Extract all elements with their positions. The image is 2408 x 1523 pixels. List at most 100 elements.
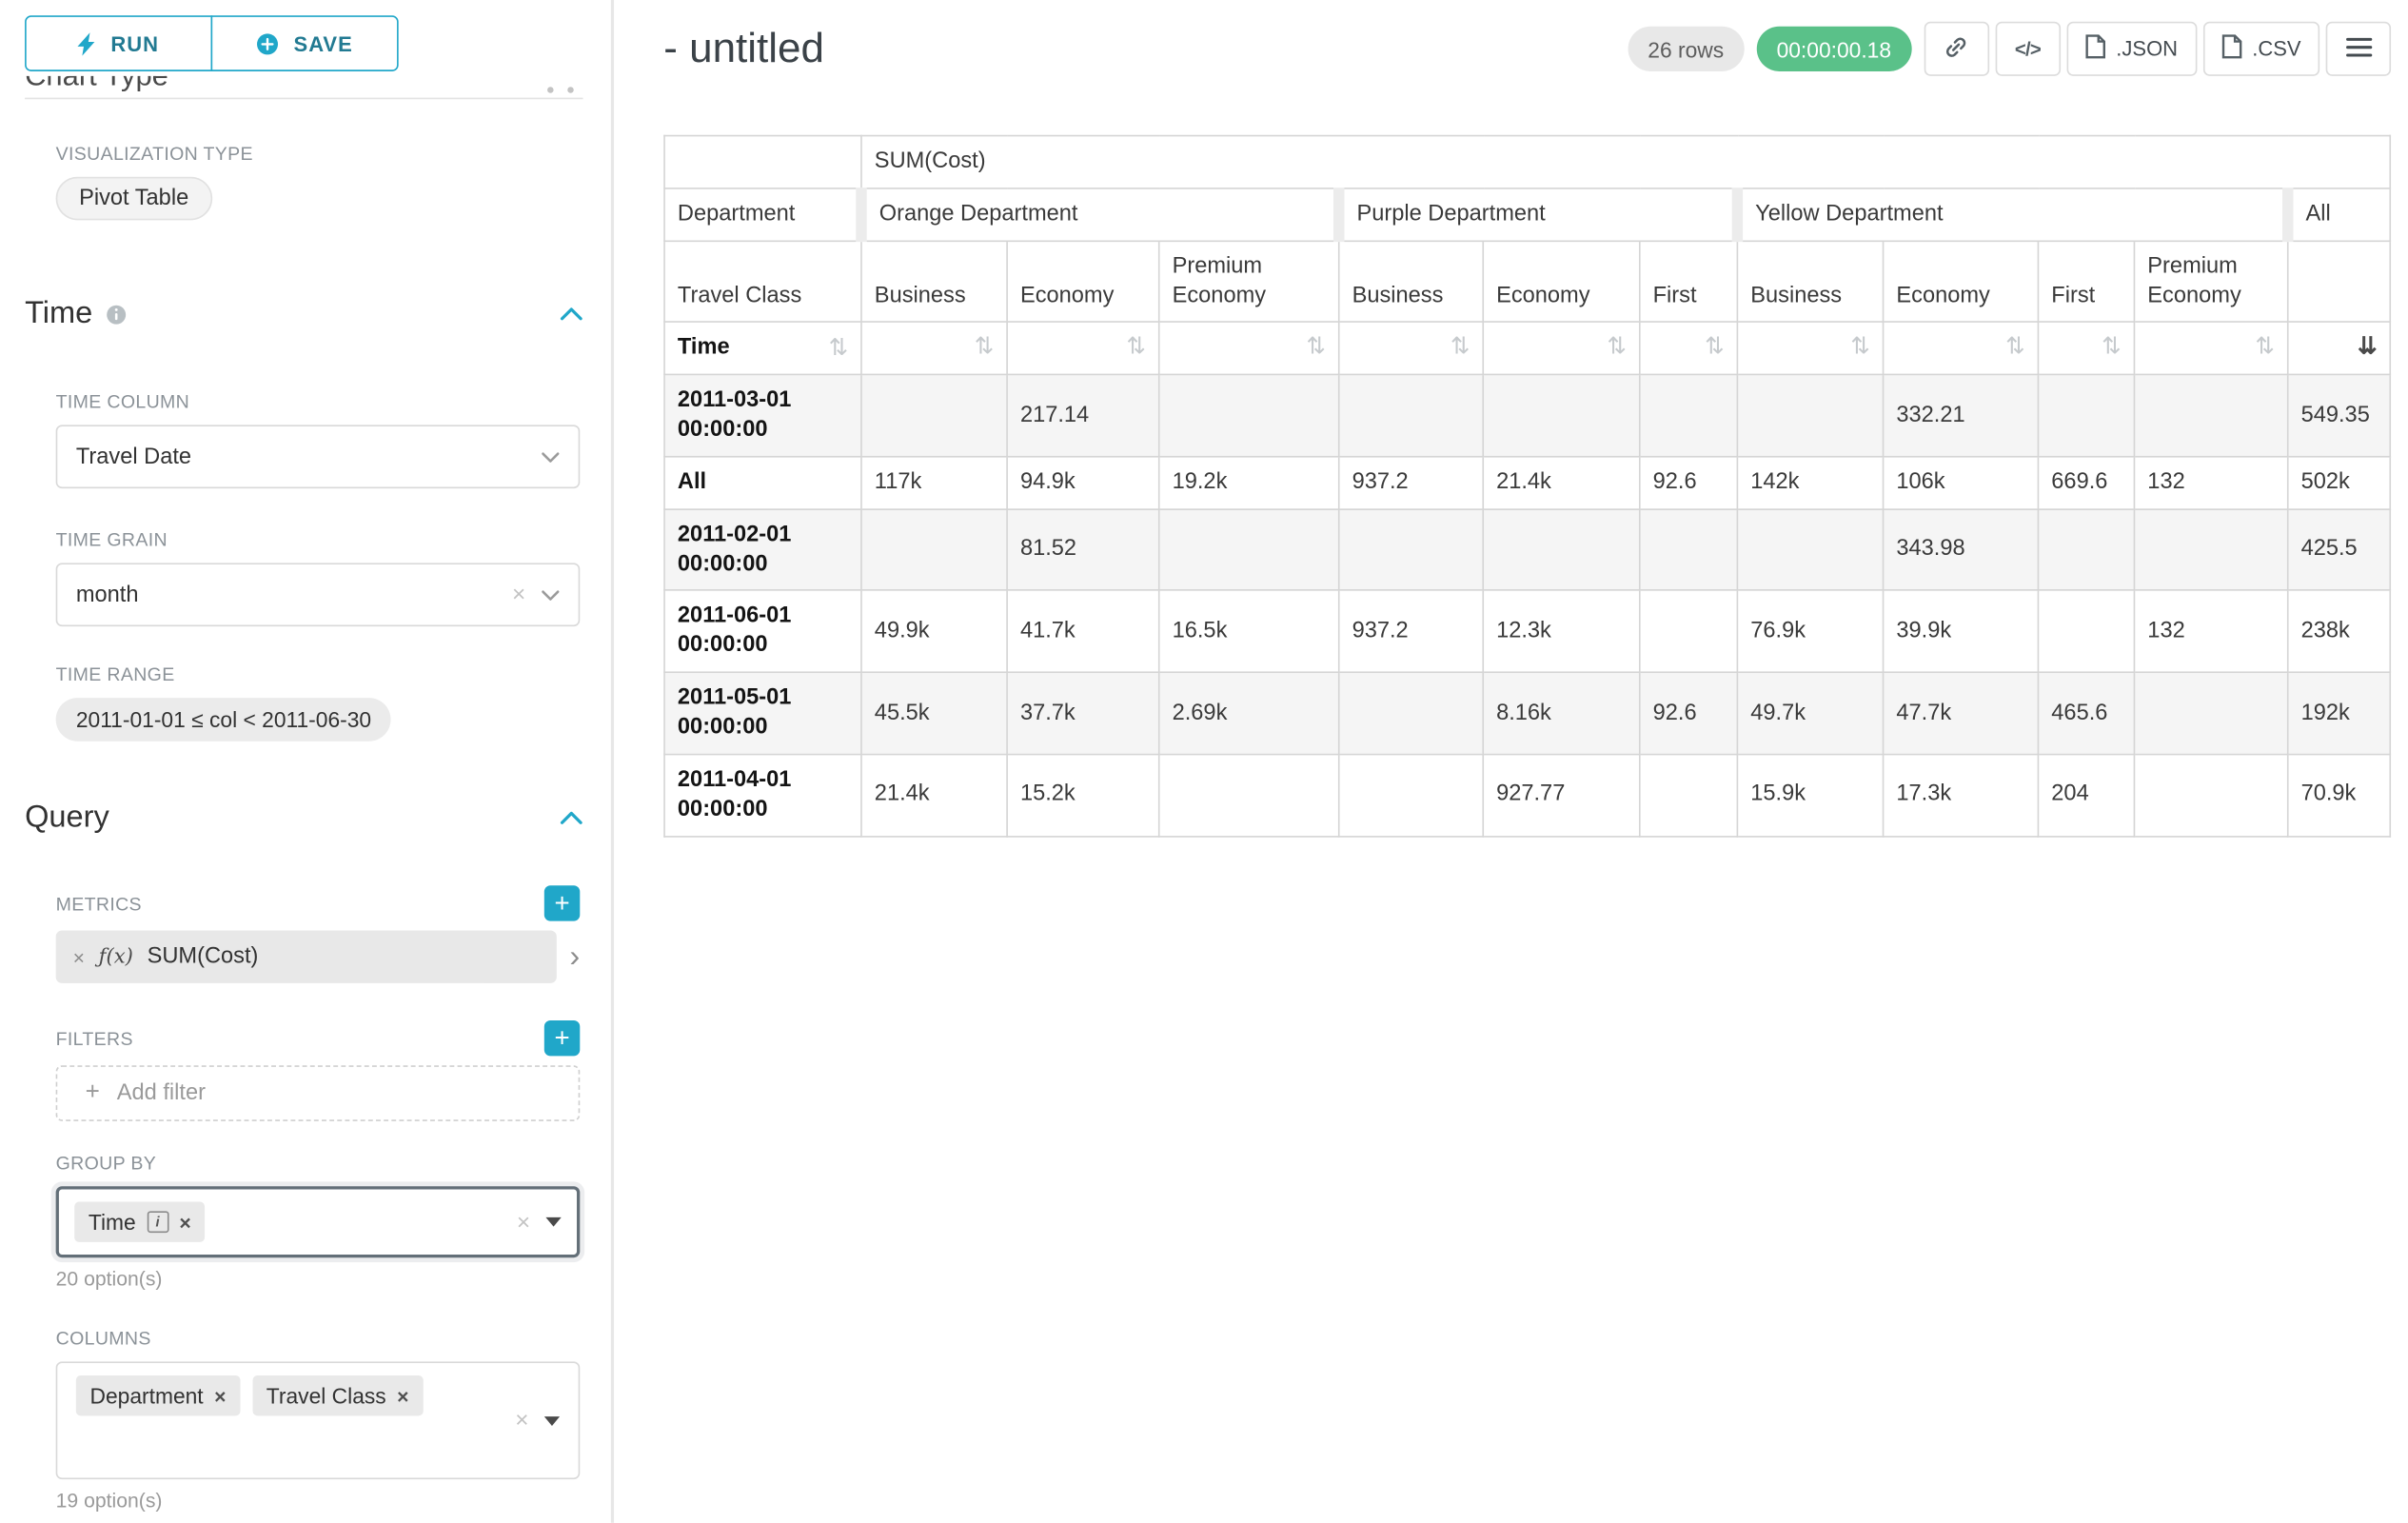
row-label: 2011-05-01 00:00:00 bbox=[663, 671, 862, 756]
pivot-value-cell: 238k bbox=[2286, 589, 2392, 674]
time-column-value: Travel Date bbox=[75, 444, 192, 469]
row-label: 2011-06-01 00:00:00 bbox=[663, 589, 862, 674]
pivot-value-cell: 332.21 bbox=[1882, 373, 2040, 458]
view-query-button[interactable]: </> bbox=[1995, 21, 2061, 76]
caret-right-icon[interactable]: › bbox=[569, 940, 581, 975]
pivot-value-cell bbox=[1482, 373, 1641, 458]
visualization-type-value[interactable]: Pivot Table bbox=[55, 176, 212, 221]
column-group-header[interactable]: All bbox=[2282, 187, 2392, 242]
pivot-value-cell: 45.5k bbox=[860, 671, 1008, 756]
time-section-title: Time bbox=[25, 296, 93, 330]
column-sort-cell: ⇅ bbox=[2037, 321, 2136, 376]
add-filter-button[interactable]: + bbox=[543, 1019, 581, 1057]
group-by-select[interactable]: Time i × × bbox=[55, 1186, 581, 1258]
link-icon bbox=[1944, 33, 1970, 65]
group-by-chip[interactable]: Time i × bbox=[74, 1201, 206, 1242]
group-by-options-hint: 20 option(s) bbox=[55, 1266, 163, 1291]
sort-icon[interactable]: ⇅ bbox=[1850, 333, 1870, 361]
pivot-value-cell: 92.6 bbox=[1638, 455, 1739, 510]
copy-link-button[interactable] bbox=[1924, 21, 1989, 76]
sort-icon[interactable]: ⇅ bbox=[1306, 333, 1326, 361]
download-json-button[interactable]: .JSON bbox=[2066, 21, 2197, 76]
chevron-up-icon[interactable] bbox=[560, 811, 582, 825]
pivot-value-cell: 8.16k bbox=[1482, 671, 1641, 756]
sort-icon[interactable]: ⇅ bbox=[1450, 333, 1470, 361]
column-sort-cell: ⇅ bbox=[1006, 321, 1160, 376]
pivot-value-cell: 142k bbox=[1736, 455, 1885, 510]
action-button-bar: RUN SAVE bbox=[25, 15, 582, 71]
pivot-value-cell bbox=[860, 507, 1008, 592]
pivot-value-cell: 937.2 bbox=[1337, 455, 1485, 510]
chart-header: - untitled 26 rows 00:00:00.18 </> bbox=[663, 21, 2392, 76]
query-section-header[interactable]: Query bbox=[25, 801, 582, 836]
travel-class-header[interactable]: First bbox=[1638, 240, 1739, 324]
travel-class-header[interactable]: Economy bbox=[1882, 240, 2040, 324]
sort-icon-active[interactable]: ⇊ bbox=[2357, 333, 2378, 361]
sort-icon[interactable]: ⇅ bbox=[2102, 333, 2122, 361]
clear-icon[interactable]: × bbox=[516, 1208, 531, 1236]
pivot-table: SUM(Cost) Department Orange Department Purp… bbox=[663, 134, 2392, 837]
remove-chip-icon[interactable]: × bbox=[214, 1383, 227, 1408]
travel-class-header[interactable]: Business bbox=[1736, 240, 1885, 324]
column-dimension-label-cell: Department bbox=[663, 187, 862, 242]
chevron-up-icon[interactable] bbox=[560, 307, 582, 322]
save-button[interactable]: SAVE bbox=[210, 15, 399, 71]
sort-icon[interactable]: ⇅ bbox=[1705, 333, 1725, 361]
columns-select[interactable]: Department × Travel Class × × bbox=[55, 1361, 581, 1480]
sort-icon[interactable]: ⇅ bbox=[1126, 333, 1146, 361]
pivot-value-cell: 192k bbox=[2286, 671, 2392, 756]
travel-class-header[interactable]: Economy bbox=[1482, 240, 1641, 324]
pivot-value-cell bbox=[2133, 753, 2289, 837]
time-column-select[interactable]: Travel Date bbox=[55, 425, 581, 489]
time-range-value[interactable]: 2011-01-01 ≤ col < 2011-06-30 bbox=[55, 698, 392, 742]
travel-class-header[interactable]: Premium Economy bbox=[1157, 240, 1340, 324]
pivot-value-cell: 19.2k bbox=[1157, 455, 1340, 510]
pivot-value-cell: 21.4k bbox=[860, 753, 1008, 837]
hamburger-icon bbox=[2345, 36, 2372, 61]
control-panel: RUN SAVE Chart Type VISUALIZATION TYPE P… bbox=[0, 0, 615, 1523]
add-metric-button[interactable]: + bbox=[543, 885, 581, 921]
travel-class-header[interactable]: Premium Economy bbox=[2133, 240, 2289, 324]
remove-chip-icon[interactable]: × bbox=[179, 1210, 191, 1234]
travel-class-header[interactable]: Business bbox=[1337, 240, 1485, 324]
clear-icon[interactable]: × bbox=[511, 581, 526, 608]
column-group-header[interactable]: Yellow Department bbox=[1731, 187, 2289, 242]
column-group-header[interactable]: Purple Department bbox=[1333, 187, 1739, 242]
metric-pill[interactable]: × ƒ(x) SUM(Cost) bbox=[55, 930, 558, 983]
download-csv-button[interactable]: .CSV bbox=[2202, 21, 2320, 76]
travel-class-header[interactable]: First bbox=[2037, 240, 2136, 324]
sort-icon[interactable]: ⇅ bbox=[828, 335, 849, 363]
chart-title[interactable]: - untitled bbox=[663, 25, 824, 71]
column-sort-cell: ⇅ bbox=[1337, 321, 1485, 376]
run-button[interactable]: RUN bbox=[25, 15, 213, 71]
sort-icon[interactable]: ⇅ bbox=[2005, 333, 2025, 361]
sort-icon[interactable]: ⇅ bbox=[974, 333, 995, 361]
columns-chip-label: Department bbox=[89, 1383, 204, 1409]
metric-name: SUM(Cost) bbox=[147, 944, 259, 970]
column-info-icon[interactable]: i bbox=[147, 1211, 168, 1234]
row-axis-header-cell: Time ⇅ bbox=[663, 321, 862, 376]
clear-icon[interactable]: × bbox=[515, 1407, 529, 1434]
travel-class-header[interactable] bbox=[2286, 240, 2392, 324]
columns-chip[interactable]: Department × bbox=[75, 1375, 241, 1416]
row-label: 2011-04-01 00:00:00 bbox=[663, 753, 862, 837]
pivot-value-cell: 37.7k bbox=[1006, 671, 1160, 756]
pivot-value-cell bbox=[2133, 507, 2289, 592]
sort-icon[interactable]: ⇅ bbox=[2255, 333, 2275, 361]
pivot-value-cell bbox=[2133, 671, 2289, 756]
columns-chip[interactable]: Travel Class × bbox=[252, 1375, 424, 1416]
sort-icon[interactable]: ⇅ bbox=[1607, 333, 1627, 361]
remove-chip-icon[interactable]: × bbox=[397, 1383, 409, 1408]
time-section-header[interactable]: Time bbox=[25, 296, 582, 331]
column-group-header[interactable]: Orange Department bbox=[856, 187, 1340, 242]
info-icon bbox=[105, 303, 127, 325]
travel-class-header[interactable]: Economy bbox=[1006, 240, 1160, 324]
add-filter-label: Add filter bbox=[116, 1080, 206, 1106]
remove-metric-icon[interactable]: × bbox=[72, 944, 85, 969]
menu-button[interactable] bbox=[2325, 21, 2392, 76]
columns-options-hint: 19 option(s) bbox=[55, 1488, 163, 1513]
add-filter-dropzone[interactable]: + Add filter bbox=[55, 1065, 581, 1121]
time-grain-select[interactable]: month × bbox=[55, 563, 581, 627]
travel-class-header[interactable]: Business bbox=[860, 240, 1008, 324]
carousel-dots[interactable] bbox=[547, 87, 574, 93]
